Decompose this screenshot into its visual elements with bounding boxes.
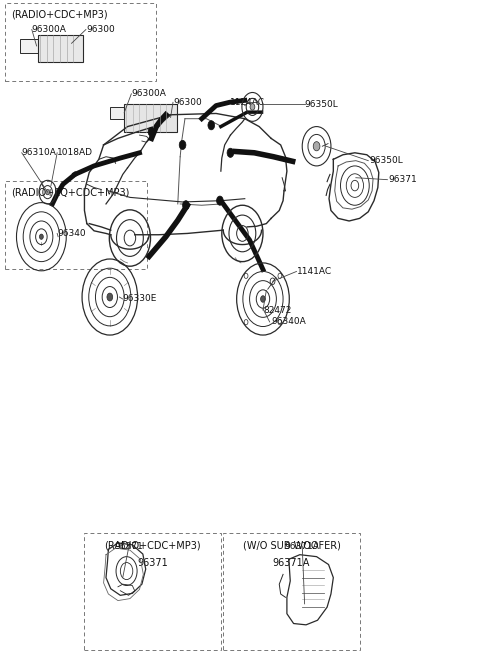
Text: 96371A: 96371A — [273, 558, 310, 568]
Circle shape — [39, 234, 43, 239]
Text: (W/O SUB WOOFER): (W/O SUB WOOFER) — [242, 541, 340, 551]
Bar — [124, 104, 177, 132]
Text: 82472: 82472 — [263, 306, 291, 315]
Text: 96340: 96340 — [57, 229, 86, 238]
Circle shape — [208, 121, 215, 130]
Circle shape — [216, 196, 223, 205]
Circle shape — [107, 293, 113, 301]
Text: 96371: 96371 — [388, 175, 417, 184]
Text: 96371: 96371 — [115, 541, 144, 551]
Text: (RADIO+CDC+MP3): (RADIO+CDC+MP3) — [11, 10, 108, 20]
Text: 96350L: 96350L — [305, 100, 338, 109]
Text: 96300A: 96300A — [132, 89, 166, 99]
Text: 96310A: 96310A — [22, 148, 57, 157]
Bar — [38, 35, 84, 62]
Bar — [5, 3, 156, 81]
Bar — [20, 39, 51, 53]
Text: 96300: 96300 — [87, 25, 116, 34]
Circle shape — [313, 142, 320, 151]
Circle shape — [261, 296, 265, 302]
Text: 1124AC: 1124AC — [229, 98, 264, 107]
Bar — [110, 107, 139, 119]
Text: 96350L: 96350L — [369, 156, 403, 165]
Text: 1018AD: 1018AD — [57, 148, 93, 157]
Circle shape — [46, 189, 49, 194]
Bar — [84, 533, 221, 650]
Text: (RADIO+EQ+CDC+MP3): (RADIO+EQ+CDC+MP3) — [11, 187, 130, 198]
Circle shape — [227, 148, 234, 158]
Bar — [223, 533, 360, 650]
Text: 96371A: 96371A — [285, 541, 320, 551]
Text: 96330E: 96330E — [123, 294, 157, 304]
Circle shape — [250, 104, 255, 110]
Circle shape — [148, 127, 155, 137]
Circle shape — [179, 141, 186, 150]
Text: 96300A: 96300A — [32, 25, 67, 34]
Text: 1141AC: 1141AC — [298, 267, 333, 276]
Bar — [5, 181, 147, 269]
Text: 96300: 96300 — [173, 98, 202, 107]
Circle shape — [182, 200, 189, 210]
Text: 96340A: 96340A — [271, 317, 306, 327]
Text: (RADIO+CDC+MP3): (RADIO+CDC+MP3) — [104, 541, 201, 551]
Text: 96371: 96371 — [137, 558, 168, 568]
